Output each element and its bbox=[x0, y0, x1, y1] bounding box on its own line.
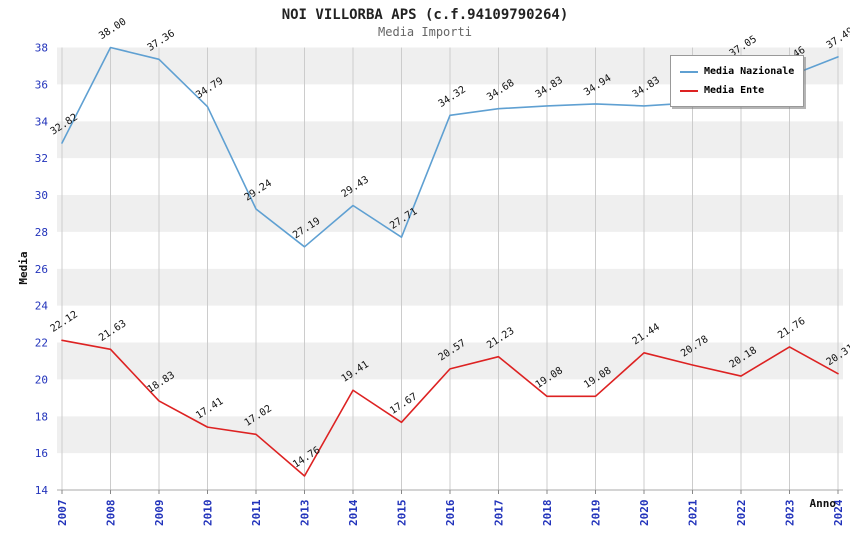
chart-title: NOI VILLORBA APS (c.f.94109790264) bbox=[282, 7, 569, 23]
x-tick-label: 2017 bbox=[493, 500, 506, 527]
y-tick-label: 32 bbox=[35, 152, 48, 165]
legend-item-media-nazionale: Media Nazionale bbox=[680, 62, 794, 81]
media-nazionale-line-icon bbox=[680, 70, 698, 73]
x-tick-label: 2010 bbox=[202, 500, 215, 527]
y-tick-label: 18 bbox=[35, 410, 48, 423]
x-tick-label: 2019 bbox=[590, 500, 603, 527]
y-tick-label: 16 bbox=[35, 447, 48, 460]
legend-item-media-ente: Media Ente bbox=[680, 81, 794, 100]
x-tick-label: 2011 bbox=[250, 499, 263, 526]
x-tick-label: 2022 bbox=[735, 500, 748, 527]
x-tick-label: 2007 bbox=[56, 500, 69, 527]
y-tick-label: 36 bbox=[35, 78, 48, 91]
y-tick-label: 22 bbox=[35, 337, 48, 350]
media-ente-line-icon bbox=[680, 89, 698, 92]
x-tick-label: 2009 bbox=[153, 500, 166, 527]
y-tick-label: 30 bbox=[35, 189, 48, 202]
x-tick-label: 2016 bbox=[444, 499, 457, 526]
y-tick-label: 34 bbox=[35, 115, 49, 128]
y-tick-label: 38 bbox=[35, 42, 48, 55]
y-tick-label: 14 bbox=[35, 484, 49, 497]
x-tick-label: 2018 bbox=[541, 500, 554, 527]
series-line-media-ente bbox=[61, 339, 839, 477]
x-tick-label: 2021 bbox=[687, 499, 700, 526]
x-axis-title: Anno bbox=[810, 497, 837, 510]
legend-label-media-nazionale: Media Nazionale bbox=[704, 66, 795, 77]
x-tick-label: 2023 bbox=[784, 500, 797, 527]
x-tick-label: 2013 bbox=[299, 500, 312, 527]
x-tick-label: 2015 bbox=[396, 500, 409, 527]
point-label: 38.00 bbox=[97, 16, 128, 42]
x-tick-label: 2008 bbox=[105, 500, 118, 527]
y-axis-title: Media bbox=[17, 251, 30, 284]
x-tick-label: 2014 bbox=[347, 499, 360, 526]
legend-label-media-ente: Media Ente bbox=[704, 85, 765, 96]
y-tick-label: 26 bbox=[35, 263, 48, 276]
gridlines bbox=[61, 47, 839, 490]
x-tick-label: 2020 bbox=[638, 500, 651, 527]
y-tick-label: 28 bbox=[35, 226, 48, 239]
x-tick-label: 2024 bbox=[832, 499, 845, 526]
chart-subtitle: Media Importi bbox=[378, 25, 472, 39]
chart-legend: Media Nazionale Media Ente bbox=[670, 55, 805, 107]
y-tick-label: 24 bbox=[35, 300, 49, 313]
y-tick-label: 20 bbox=[35, 373, 48, 386]
